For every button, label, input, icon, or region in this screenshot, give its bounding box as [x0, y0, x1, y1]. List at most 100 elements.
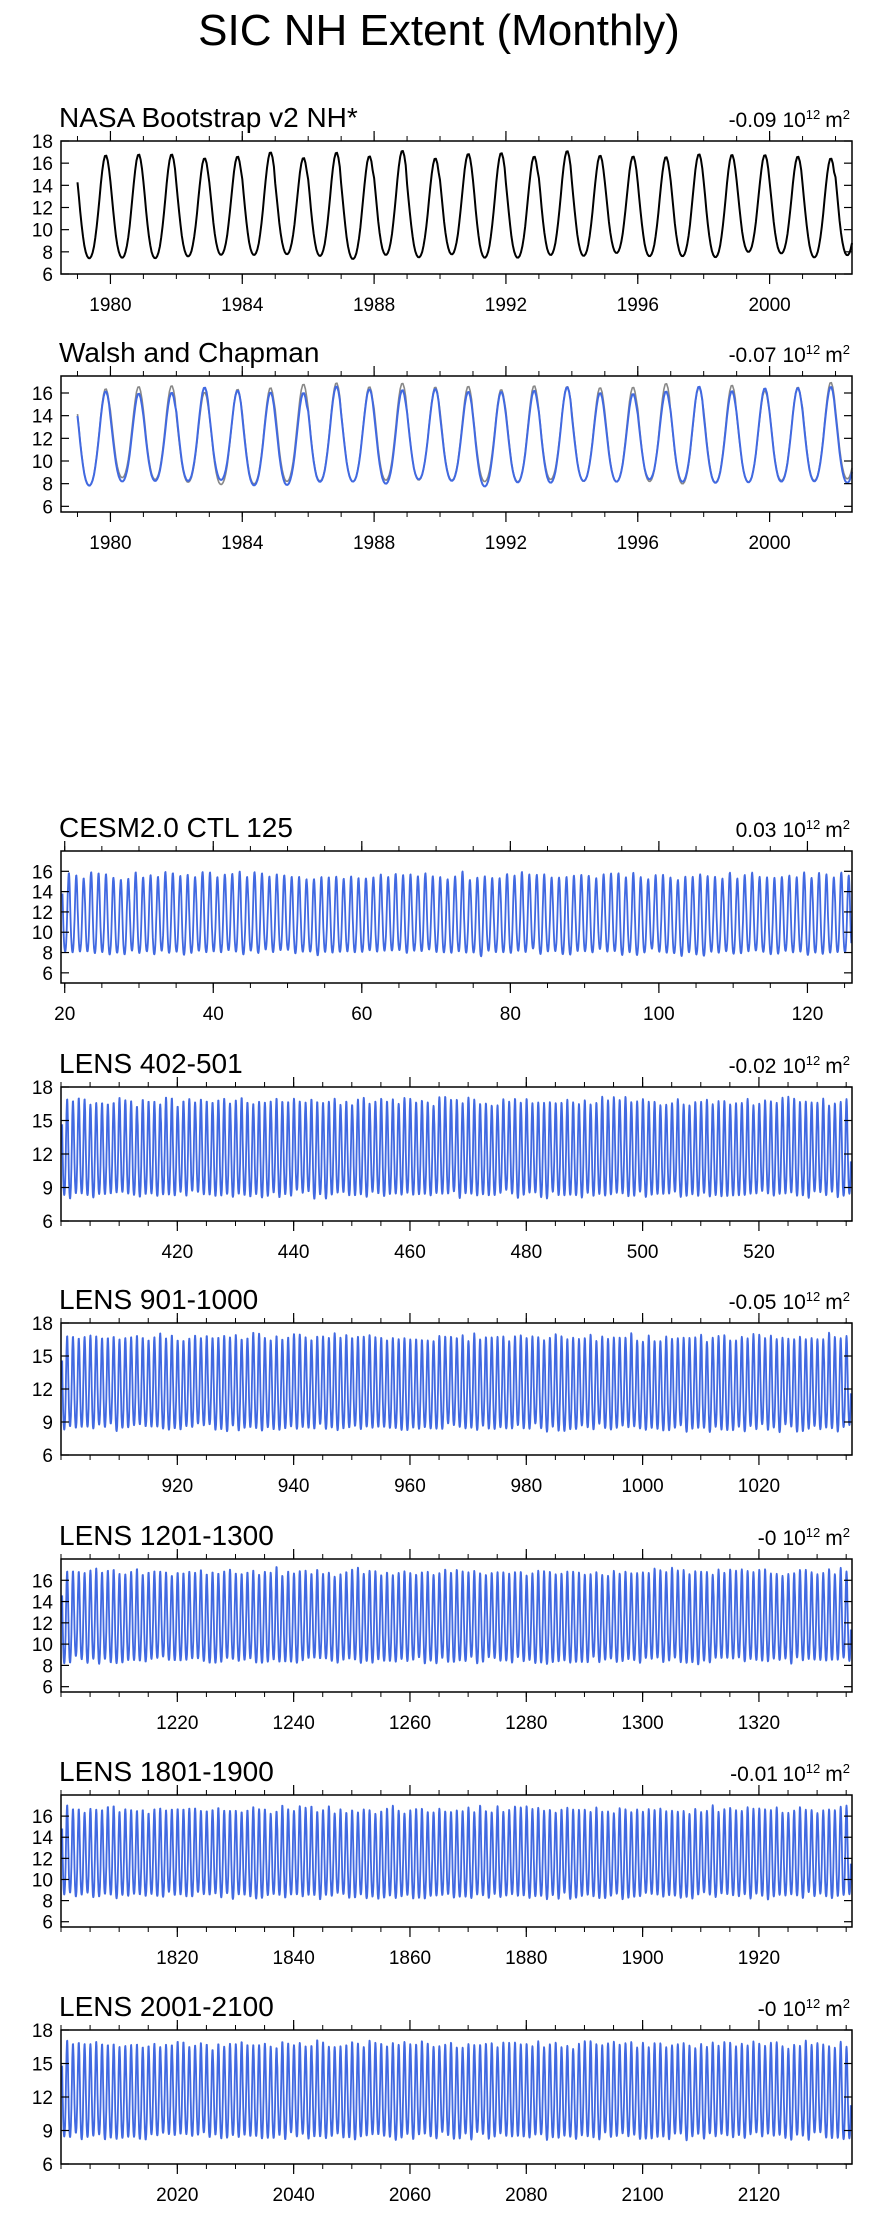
y-tick-label: 16 [32, 154, 53, 175]
y-tick-label: 10 [32, 452, 53, 473]
y-tick-label: 6 [42, 497, 53, 518]
y-tick-label: 14 [32, 883, 54, 904]
trend-unit-exp: 12 [806, 342, 820, 357]
x-tick-label: 920 [161, 1476, 193, 1497]
y-tick-label: 14 [32, 407, 54, 428]
x-tick-label: 1280 [505, 1713, 547, 1734]
trend-unit-base: 10 [782, 344, 805, 367]
y-tick-label: 16 [32, 862, 53, 883]
trend-label: -0 1012 m2 [758, 1525, 850, 1550]
trend-unit-base: 10 [782, 109, 805, 132]
x-tick-label: 1984 [221, 295, 264, 316]
x-tick-label: 80 [500, 1004, 521, 1025]
y-tick-label: 12 [32, 199, 53, 220]
trend-unit-sq: 2 [843, 1996, 850, 2011]
x-tick-label: 2000 [748, 295, 790, 316]
x-tick-label: 1988 [353, 295, 395, 316]
y-tick-label: 6 [42, 2155, 53, 2176]
plot-frame [60, 375, 853, 513]
panel-title: LENS 901-1000 [59, 1284, 258, 1315]
y-tick-label: 16 [32, 1807, 53, 1828]
x-tick-label: 500 [627, 1242, 659, 1263]
x-tick-label: 1220 [156, 1713, 198, 1734]
trend-unit-tail: m [825, 1291, 843, 1314]
x-tick-label: 1992 [485, 533, 527, 554]
x-tick-label: 2100 [621, 2185, 663, 2206]
trend-unit-tail: m [825, 344, 843, 367]
x-tick-label: 1260 [389, 1713, 431, 1734]
x-tick-label: 40 [203, 1004, 224, 1025]
series-line-1 [61, 870, 853, 958]
y-tick-label: 18 [32, 132, 53, 153]
trend-label: 0.03 1012 m2 [736, 817, 850, 842]
x-tick-label: 1980 [89, 295, 131, 316]
y-tick-label: 6 [42, 265, 53, 286]
x-tick-label: 480 [510, 1242, 542, 1263]
trend-unit-exp: 12 [806, 817, 820, 832]
x-tick-label: 1020 [738, 1476, 780, 1497]
x-tick-label: 100 [643, 1004, 675, 1025]
panel-title: LENS 2001-2100 [59, 1991, 274, 2022]
panel-title: Walsh and Chapman [59, 337, 319, 368]
panel-1: NASA Bootstrap v2 NH* -0.09 1012 m268101214… [32, 102, 853, 316]
trend-unit-sq: 2 [843, 107, 850, 122]
series-line-1 [61, 2039, 852, 2142]
x-tick-label: 940 [278, 1476, 310, 1497]
y-tick-label: 12 [32, 903, 53, 924]
x-tick-label: 1988 [353, 533, 395, 554]
y-tick-label: 8 [42, 1656, 53, 1677]
trend-unit-exp: 12 [806, 107, 820, 122]
trend-value: -0.01 [730, 1763, 777, 1786]
y-tick-label: 6 [42, 1678, 53, 1699]
trend-unit-tail: m [825, 819, 843, 842]
x-tick-label: 1996 [617, 533, 659, 554]
y-tick-label: 12 [32, 2088, 53, 2109]
trend-label: -0 1012 m2 [758, 1996, 850, 2021]
panel-title: LENS 1201-1300 [59, 1520, 274, 1551]
trend-label: -0.07 1012 m2 [729, 342, 850, 367]
y-tick-label: 8 [42, 243, 53, 264]
x-tick-label: 980 [510, 1476, 542, 1497]
x-tick-label: 440 [278, 1242, 310, 1263]
y-tick-label: 9 [42, 1413, 53, 1434]
y-tick-label: 15 [32, 1112, 53, 1133]
x-tick-label: 1992 [485, 295, 527, 316]
x-tick-label: 460 [394, 1242, 426, 1263]
trend-value: -0 [758, 1527, 777, 1550]
x-tick-label: 60 [351, 1004, 372, 1025]
y-tick-label: 14 [32, 176, 54, 197]
plot-frame [60, 1794, 853, 1928]
x-tick-label: 2060 [389, 2185, 431, 2206]
x-tick-label: 1840 [273, 1948, 315, 1969]
trend-unit-base: 10 [782, 1998, 805, 2021]
trend-unit-exp: 12 [806, 1996, 820, 2011]
x-tick-label: 520 [743, 1242, 775, 1263]
x-tick-label: 1920 [738, 1948, 780, 1969]
y-tick-label: 12 [32, 1380, 53, 1401]
trend-unit-tail: m [825, 1763, 843, 1786]
trend-unit-base: 10 [782, 1527, 805, 1550]
y-tick-label: 18 [32, 2021, 53, 2042]
y-tick-label: 10 [32, 1870, 53, 1891]
trend-label: -0.05 1012 m2 [729, 1289, 850, 1314]
x-tick-label: 1240 [273, 1713, 315, 1734]
y-tick-label: 6 [42, 1446, 53, 1467]
series-line-1 [61, 1095, 852, 1200]
trend-unit-tail: m [825, 1527, 843, 1550]
y-tick-label: 10 [32, 221, 53, 242]
y-tick-label: 16 [32, 1571, 53, 1592]
plot-frame [60, 1558, 853, 1693]
y-tick-label: 14 [32, 1593, 54, 1614]
y-tick-label: 15 [32, 2055, 53, 2076]
series-line-1 [61, 1804, 852, 1901]
panel-title: NASA Bootstrap v2 NH* [59, 102, 358, 133]
trend-value: -0.09 [729, 109, 777, 132]
x-tick-label: 1820 [156, 1948, 198, 1969]
y-tick-label: 10 [32, 923, 53, 944]
y-tick-label: 8 [42, 944, 53, 965]
x-tick-label: 120 [792, 1004, 824, 1025]
